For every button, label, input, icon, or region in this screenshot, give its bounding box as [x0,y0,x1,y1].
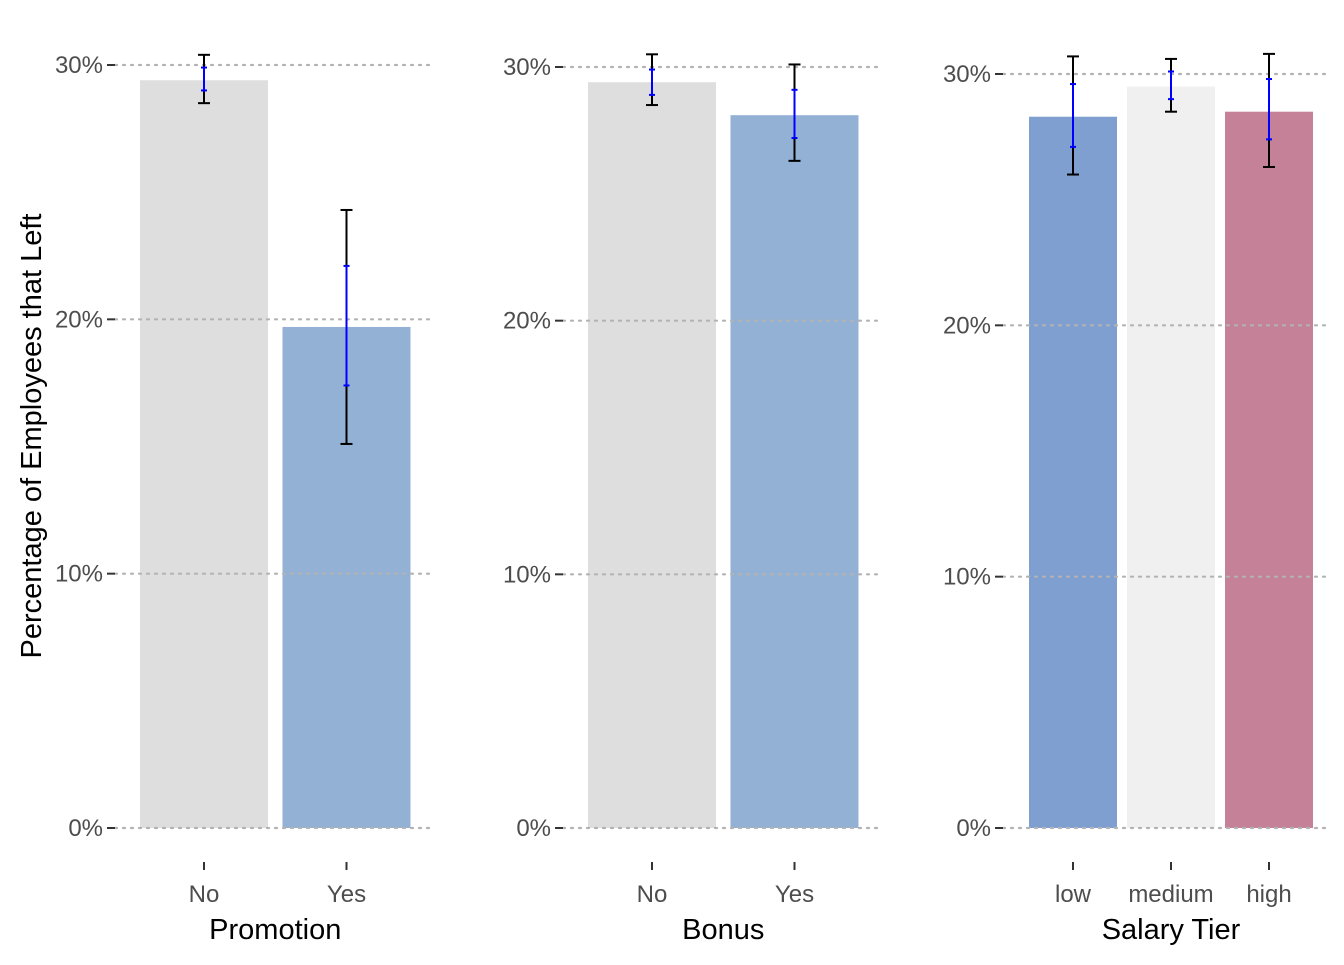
y-tick-label: 10% [503,561,551,588]
x-tick-label-medium: medium [1128,881,1213,908]
x-tick-label-low: low [1055,881,1092,908]
bar-no [588,82,716,829]
x-tick-label-high: high [1246,881,1291,908]
x-tick-label-no: No [637,881,668,908]
chart-panel-2: 0% 10% 20% 30% No Yes Bonus [503,53,882,946]
bar-medium [1127,86,1215,829]
y-tick-label: 20% [503,308,551,335]
x-tick-label-yes: Yes [775,881,814,908]
y-tick-label: 0% [68,815,103,842]
bar-yes [730,115,859,829]
x-axis-title: Salary Tier [1102,914,1241,946]
y-tick-label: 30% [55,52,103,79]
bar-no [140,80,268,828]
chart-panel-1: 0% 10% 20% 30% No Yes Promotion Percentage of E… [16,52,434,946]
x-axis-title: Promotion [209,914,341,946]
y-tick-label: 10% [55,561,103,588]
x-tick-label-yes: Yes [327,881,366,908]
y-tick-label: 0% [516,815,551,842]
y-tick-label: 30% [943,61,991,88]
y-tick-label: 10% [943,564,991,591]
y-tick-label: 30% [503,54,551,81]
y-tick-label: 20% [943,312,991,339]
bar-high [1225,111,1313,828]
y-tick-label: 0% [956,815,991,842]
x-tick-label-no: No [189,881,220,908]
x-axis-title: Bonus [682,914,764,946]
bar-low [1029,116,1117,828]
y-axis-title: Percentage of Employees that Left [16,214,48,659]
y-tick-label: 20% [55,306,103,333]
